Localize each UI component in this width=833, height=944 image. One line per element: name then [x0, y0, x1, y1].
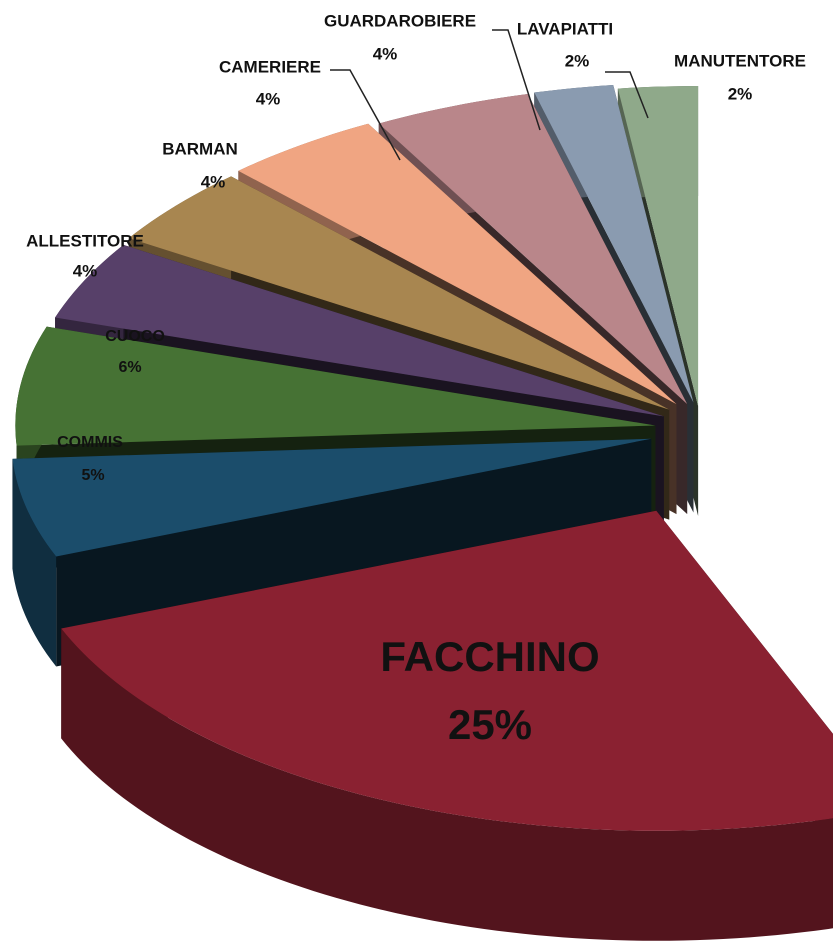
slice — [617, 86, 699, 407]
slice-label: FACCHINO — [380, 633, 599, 680]
slice-label: BARMAN — [162, 139, 238, 158]
labels: MANUTENTORE 2% LAVAPIATTI 2% GUARDAROBIERE 4%… — [26, 11, 806, 748]
value-label: 5% — [81, 467, 104, 484]
value-label: 25% — [448, 701, 532, 748]
value-label: 6% — [118, 359, 141, 376]
slice — [61, 510, 833, 831]
leader-line — [605, 71, 649, 119]
leader-lines — [330, 29, 649, 161]
value-label: 2% — [565, 51, 590, 70]
slice — [534, 85, 694, 403]
leader-line — [330, 69, 401, 161]
slice — [378, 94, 688, 404]
slice-label: LAVAPIATTI — [517, 19, 613, 38]
slice-label: CUOCO — [105, 328, 165, 345]
value-label: 2% — [728, 84, 753, 103]
slice — [61, 510, 833, 941]
slices — [12, 85, 833, 941]
slice-label: MANUTENTORE — [674, 51, 806, 70]
slice-side — [12, 458, 57, 667]
value-label: 4% — [201, 172, 226, 191]
slice — [12, 438, 652, 557]
slice-label: CAMERIERE — [219, 57, 321, 76]
slice-label: ALLESTITORE — [26, 231, 144, 250]
slice-side — [61, 628, 833, 941]
leader-line — [492, 29, 541, 131]
slice-label: COMMIS — [57, 434, 123, 451]
slice — [128, 176, 670, 410]
slice — [15, 326, 656, 446]
slice — [238, 123, 677, 405]
value-label: 4% — [256, 89, 281, 108]
value-label: 4% — [373, 44, 398, 63]
slice-label: GUARDAROBIERE — [324, 11, 476, 30]
slice — [55, 244, 664, 417]
value-label: 4% — [73, 261, 98, 280]
